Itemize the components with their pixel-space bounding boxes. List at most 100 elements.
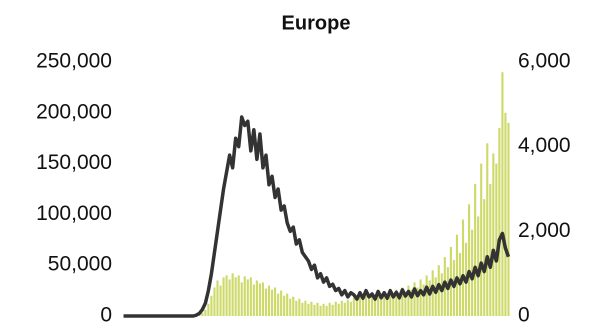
- bar: [483, 199, 486, 316]
- bar: [310, 301, 313, 316]
- bar: [358, 296, 362, 316]
- bar: [261, 282, 265, 316]
- y2-tick-label: 0: [518, 304, 530, 327]
- bar: [352, 297, 355, 316]
- y-tick-label: 150,000: [36, 151, 112, 174]
- bar: [492, 153, 495, 316]
- bar: [398, 293, 401, 316]
- bar: [337, 303, 340, 316]
- bar: [322, 303, 325, 316]
- bar: [371, 294, 374, 316]
- bar: [389, 290, 392, 316]
- bar: [455, 234, 459, 316]
- bar: [446, 267, 449, 316]
- bar: [419, 279, 422, 316]
- bar: [477, 216, 480, 316]
- bar: [380, 296, 383, 316]
- bar: [507, 122, 510, 317]
- bar: [437, 265, 440, 316]
- bar: [258, 283, 261, 316]
- bar: [243, 276, 246, 316]
- y-tick-label: 250,000: [36, 50, 112, 73]
- bar: [264, 288, 268, 316]
- bar: [346, 299, 349, 316]
- bar: [395, 289, 398, 316]
- y2-tick-label: 6,000: [518, 50, 571, 73]
- bar: [201, 312, 204, 316]
- bar: [292, 296, 295, 316]
- line: [123, 115, 511, 318]
- y-tick-label: 200,000: [36, 100, 112, 123]
- bar: [283, 295, 286, 316]
- bar: [361, 299, 365, 316]
- bar: [286, 293, 289, 316]
- bar: [334, 301, 337, 316]
- bar: [204, 309, 207, 316]
- bar: [340, 300, 343, 316]
- bar: [316, 302, 319, 316]
- bar: [246, 279, 249, 316]
- bar: [498, 128, 501, 316]
- bar: [210, 295, 213, 316]
- bar: [301, 302, 304, 316]
- bar: [474, 183, 477, 316]
- bar: [216, 280, 219, 316]
- bar: [234, 277, 237, 316]
- bar: [319, 305, 322, 316]
- y-tick-label: 50,000: [48, 253, 112, 276]
- bar: [377, 292, 380, 316]
- bar: [374, 297, 377, 316]
- bar: [280, 290, 283, 316]
- bar: [422, 284, 425, 316]
- bar: [267, 285, 271, 316]
- y2-tick-label: 2,000: [518, 219, 571, 242]
- y-tick-label: 0: [100, 304, 112, 327]
- bar: [328, 302, 331, 316]
- bar: [298, 298, 301, 316]
- y2-tick-label: 4,000: [518, 134, 571, 157]
- bar: [416, 287, 419, 316]
- bar: [428, 280, 431, 316]
- bar: [480, 163, 483, 316]
- bar: [222, 277, 225, 316]
- chart-title: Europe: [282, 12, 351, 34]
- bar: [425, 275, 428, 316]
- bar: [461, 219, 465, 316]
- bar: [504, 112, 507, 316]
- bar: [401, 287, 404, 316]
- bar: [249, 277, 252, 316]
- bar: [231, 273, 234, 316]
- bar: [355, 300, 358, 316]
- bar: [313, 304, 316, 316]
- bar: [274, 287, 277, 316]
- bar: [386, 295, 389, 316]
- bar: [486, 143, 489, 316]
- bar: [219, 285, 222, 316]
- bar: [270, 289, 274, 316]
- bar: [489, 183, 492, 316]
- bar: [240, 282, 243, 316]
- bar: [325, 305, 328, 316]
- bar: [383, 291, 386, 316]
- bar: [440, 273, 443, 316]
- bar: [307, 303, 310, 316]
- bar: [289, 298, 292, 316]
- bar: [295, 300, 298, 316]
- bar: [413, 282, 416, 316]
- bar: [228, 279, 231, 316]
- bar: [407, 285, 410, 316]
- bar: [410, 289, 413, 316]
- bar: [364, 295, 368, 316]
- bar: [431, 270, 434, 316]
- bar: [404, 291, 407, 316]
- bar: [225, 275, 228, 316]
- bar: [434, 277, 437, 316]
- bar: [392, 294, 395, 316]
- bar: [349, 301, 352, 316]
- bar: [331, 304, 334, 316]
- bar: [468, 204, 471, 316]
- bar: [213, 287, 216, 316]
- y-tick-label: 100,000: [36, 202, 112, 225]
- bar: [343, 302, 346, 316]
